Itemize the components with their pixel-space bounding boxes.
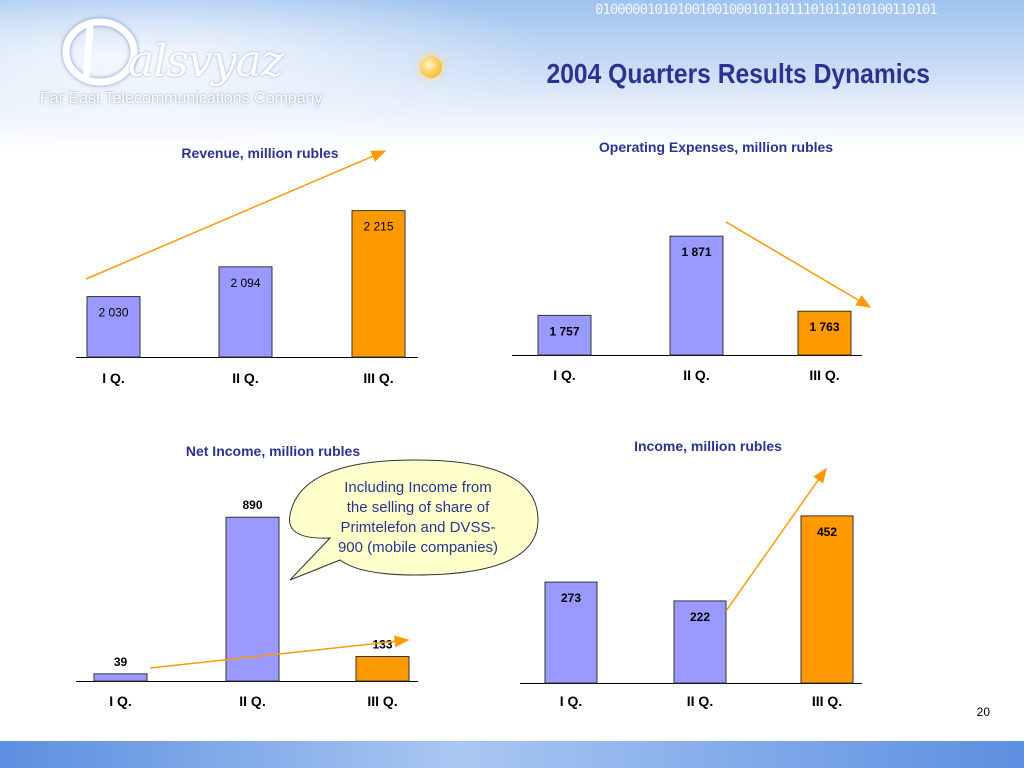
tick-label: I Q. — [560, 693, 583, 709]
chart-title: Income, million rubles — [634, 438, 782, 454]
bar — [544, 581, 598, 684]
data-label: 1 757 — [549, 324, 579, 338]
tick-label: III Q. — [809, 367, 839, 383]
bar — [355, 656, 410, 682]
tick-label: I Q. — [102, 370, 125, 386]
trend-arrow — [149, 635, 410, 669]
chart-title: Operating Expenses, million rubles — [599, 139, 833, 155]
binary-pattern: 0100000101010010010001011011101011010100… — [595, 2, 938, 18]
tick-label: II Q. — [239, 693, 265, 709]
callout-line: 900 (mobile companies) — [337, 539, 499, 556]
data-label: 452 — [817, 525, 837, 539]
bar — [797, 310, 852, 356]
sun-icon — [420, 56, 442, 78]
data-label: 273 — [561, 591, 581, 605]
slide-title: 2004 Quarters Results Dynamics — [546, 58, 930, 89]
bar — [351, 210, 406, 358]
tick-label: II Q. — [683, 367, 709, 383]
callout-line: Including Income from — [344, 479, 492, 496]
callout-text: Including Income from the selling of sha… — [318, 478, 518, 558]
tick-label: II Q. — [232, 370, 258, 386]
chart-title: Net Income, million rubles — [186, 443, 360, 459]
data-label: 133 — [372, 638, 392, 652]
data-label: 222 — [690, 610, 710, 624]
dalsvyaz-logo-icon — [62, 18, 138, 86]
footer-bar — [0, 741, 1024, 768]
page-number: 20 — [976, 705, 990, 719]
tick-label: I Q. — [109, 693, 132, 709]
chart-title: Revenue, million rubles — [181, 145, 338, 161]
data-label: 39 — [114, 655, 128, 669]
bar — [218, 266, 273, 358]
trend-arrow — [725, 467, 827, 612]
bar — [537, 314, 592, 356]
tick-label: II Q. — [687, 693, 713, 709]
tick-label: III Q. — [363, 370, 393, 386]
data-label: 890 — [242, 498, 262, 512]
trend-arrow — [725, 221, 872, 308]
bar — [800, 515, 854, 684]
bar — [93, 673, 148, 682]
tick-label: III Q. — [812, 693, 842, 709]
data-label: 1 871 — [681, 245, 711, 259]
data-label: 1 763 — [809, 320, 839, 334]
callout-line: Primtelefon and DVSS- — [340, 519, 496, 536]
trend-arrow — [85, 150, 387, 280]
bar — [673, 600, 727, 684]
bar — [669, 235, 724, 356]
data-label: 2 215 — [363, 220, 393, 234]
data-label: 2 030 — [98, 306, 128, 320]
callout-line: the selling of share of — [346, 499, 490, 516]
tick-label: I Q. — [553, 367, 576, 383]
logo-name: alsvyaz — [128, 36, 284, 87]
logo-tagline: Far East Telecommunications Company — [40, 90, 323, 107]
bar — [225, 516, 280, 682]
tick-label: III Q. — [367, 693, 397, 709]
bar — [86, 296, 141, 358]
data-label: 2 094 — [230, 276, 260, 290]
